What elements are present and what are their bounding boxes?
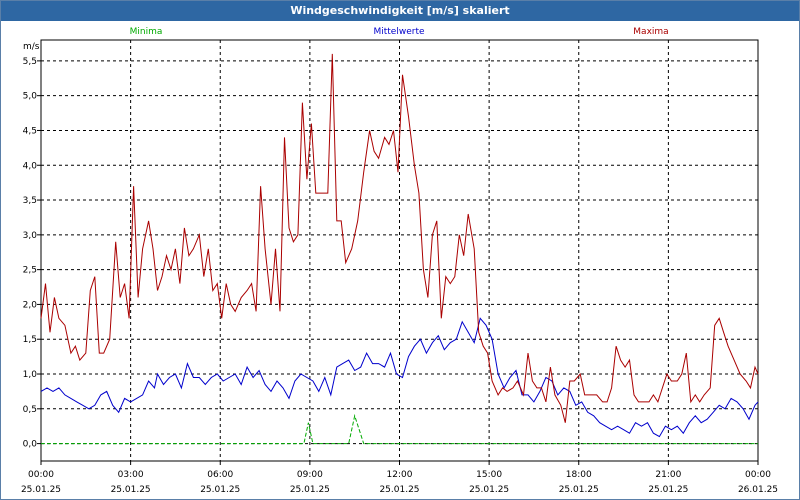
window-title: Windgeschwindigkeit [m/s] skaliert — [1, 1, 799, 21]
y-tick-label: 3,0 — [23, 231, 38, 241]
x-tick-label-time: 15:00 — [476, 470, 502, 480]
x-tick-label-time: 03:00 — [118, 470, 144, 480]
x-tick-label-date: 25.01.25 — [648, 485, 688, 495]
series-line-minima — [41, 413, 758, 445]
x-tick-label-date: 25.01.25 — [379, 485, 419, 495]
x-tick-label-time: 09:00 — [297, 470, 323, 480]
x-tick-label-date: 25.01.25 — [559, 485, 599, 495]
x-tick-label-time: 21:00 — [655, 470, 681, 480]
x-tick-label-date: 25.01.25 — [290, 485, 330, 495]
legend-entry: Maxima — [633, 27, 668, 37]
y-tick-label: 0,5 — [23, 405, 37, 415]
y-tick-label: 2,0 — [23, 300, 38, 310]
series-line-maxima — [40, 53, 759, 423]
y-tick-label: 1,5 — [23, 335, 37, 345]
legend-entry: Mittelwerte — [373, 27, 424, 37]
y-axis-label: m/s — [23, 42, 40, 52]
x-tick-label-time: 06:00 — [207, 470, 233, 480]
y-tick-label: 3,5 — [23, 196, 37, 206]
y-tick-label: 5,5 — [23, 57, 37, 67]
x-tick-label-time: 12:00 — [387, 470, 413, 480]
x-tick-label-date: 25.01.25 — [21, 485, 61, 495]
x-tick-label-time: 00:00 — [745, 470, 771, 480]
legend-entry: Minima — [130, 27, 163, 37]
y-tick-label: 2,5 — [23, 266, 37, 276]
x-tick-label-date: 25.01.25 — [111, 485, 151, 495]
x-tick-label-date: 26.01.25 — [738, 485, 778, 495]
y-tick-label: 1,0 — [23, 370, 38, 380]
y-tick-label: 4,5 — [23, 126, 37, 136]
x-tick-label-date: 25.01.25 — [200, 485, 240, 495]
y-tick-label: 4,0 — [23, 161, 38, 171]
y-tick-label: 5,0 — [23, 92, 38, 102]
x-tick-label-time: 18:00 — [566, 470, 592, 480]
x-tick-label-date: 25.01.25 — [469, 485, 509, 495]
series-line-mittelwerte — [40, 317, 759, 438]
y-tick-label: 0,0 — [23, 440, 38, 450]
x-tick-label-time: 00:00 — [28, 470, 54, 480]
